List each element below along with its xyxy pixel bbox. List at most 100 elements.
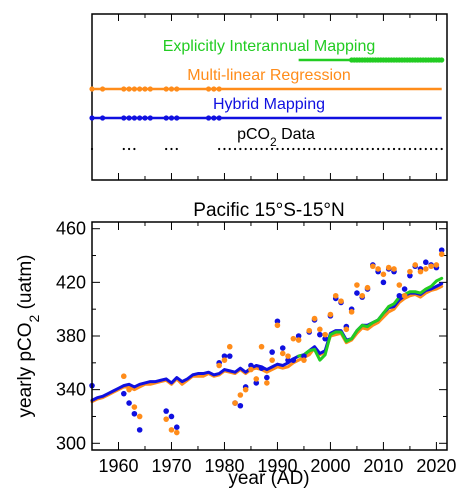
coverage-row-3-dot — [133, 147, 136, 151]
data-point-hybrid — [407, 272, 413, 279]
data-point-hybrid — [237, 402, 244, 409]
data-point-hybrid — [248, 362, 254, 369]
data-point-regression — [221, 357, 228, 363]
coverage-row-3-mark — [324, 147, 327, 151]
coverage-row-2-dot — [99, 115, 106, 121]
coverage-row-3-mark — [408, 147, 412, 151]
y-axis-label-sub: 2 — [26, 314, 42, 322]
data-point-regression — [343, 326, 350, 333]
data-point-hybrid — [354, 290, 360, 296]
data-point-regression — [327, 311, 334, 318]
legend-hybrid-label: Hybrid Mapping — [213, 96, 325, 113]
data-point-hybrid — [136, 427, 143, 433]
chart-title: Pacific 15°S-15°N — [193, 200, 344, 221]
data-point-hybrid — [258, 365, 265, 371]
legend-data-label-after: Data — [277, 126, 315, 143]
legend-data-label: pCO2 Data — [237, 126, 315, 149]
coverage-row-3-mark — [260, 147, 263, 151]
series-line-explicit — [297, 276, 444, 362]
data-point-regression — [226, 343, 233, 350]
data-point-hybrid — [168, 413, 175, 420]
x-tick-label: 1960 — [98, 456, 138, 476]
data-point-regression — [438, 251, 445, 257]
data-point-hybrid — [279, 345, 286, 351]
coverage-row-2-dot — [216, 115, 222, 121]
coverage-row-1-dot — [121, 86, 127, 92]
coverage-row-2-dot — [211, 115, 217, 121]
data-point-regression — [216, 362, 222, 369]
data-point-regression — [173, 429, 180, 436]
coverage-ticks — [91, 14, 437, 180]
data-point-regression — [322, 331, 328, 338]
data-point-regression — [428, 263, 434, 270]
coverage-row-3-mark — [403, 147, 406, 151]
y-tick-label: 340 — [56, 380, 86, 400]
data-point-regression — [385, 264, 392, 271]
data-point-hybrid — [163, 408, 169, 414]
data-point-regression — [370, 263, 376, 270]
coverage-labels: Explicitly Interannual Mapping Multi-lin… — [163, 38, 376, 149]
data-point-regression — [168, 427, 175, 433]
coverage-row-3-mark — [281, 147, 284, 151]
series-line-regression — [90, 284, 444, 404]
coverage-row-2-dot — [174, 115, 180, 121]
data-point-regression — [285, 353, 291, 359]
data-point-hybrid — [301, 353, 307, 359]
coverage-row-3-mark — [371, 147, 374, 151]
data-point-regression — [248, 366, 254, 373]
y-tick-labels: 300 340 380 420 460 — [56, 219, 86, 454]
coverage-row-3-mark — [355, 147, 359, 151]
data-point-regression — [264, 380, 270, 386]
data-point-regression — [364, 284, 371, 291]
coverage-row-1-dot — [142, 86, 148, 92]
legend-data-label-sub: 2 — [270, 135, 277, 149]
coverage-row-1-dot — [126, 86, 132, 92]
data-point-hybrid — [438, 247, 445, 253]
timeseries-points — [89, 247, 445, 436]
coverage-row-3-mark — [218, 147, 221, 151]
coverage-row-3-mark — [345, 147, 348, 151]
coverage-row-3-mark — [398, 147, 401, 151]
coverage-row-3-dot — [127, 147, 131, 151]
data-point-hybrid — [317, 331, 323, 338]
coverage-row-3-mark — [286, 147, 290, 151]
coverage-row-3-mark — [334, 147, 337, 151]
coverage-row-3-dot — [175, 147, 178, 151]
legend-data-label-main: pCO — [237, 126, 270, 143]
data-point-regression — [375, 266, 381, 272]
coverage-row-2-dot — [205, 115, 212, 121]
coverage-row-3-mark — [382, 147, 385, 151]
coverage-row-3-mark — [308, 147, 311, 151]
data-point-hybrid — [126, 400, 132, 406]
coverage-row-3-mark — [414, 147, 417, 151]
data-point-regression — [253, 376, 260, 382]
data-point-regression — [163, 416, 169, 422]
data-point-regression — [433, 262, 440, 268]
data-point-regression — [391, 266, 397, 272]
coverage-row-3-mark — [271, 147, 274, 151]
data-point-regression — [354, 282, 360, 288]
coverage-row-3-mark — [350, 147, 353, 151]
coverage-row-3-mark — [265, 147, 268, 151]
coverage-row-3-mark — [313, 147, 316, 151]
coverage-row-3-mark — [392, 147, 396, 151]
coverage-row-1-dot — [147, 86, 153, 92]
coverage-row-2-dot — [131, 115, 137, 121]
coverage-row-3-mark — [318, 147, 321, 151]
coverage-row-3-mark — [430, 147, 433, 151]
coverage-row-1-dot — [89, 86, 95, 92]
data-point-regression — [359, 292, 366, 299]
coverage-row-3-dot — [90, 147, 94, 151]
timeseries-panel: Pacific 15°S-15°N 1960 1970 1980 1990 2000 20… — [15, 200, 456, 488]
data-point-regression — [279, 350, 286, 357]
data-point-hybrid — [131, 410, 138, 417]
coverage-rows — [89, 57, 445, 151]
coverage-row-1-dot — [174, 86, 180, 92]
y-tick-label: 420 — [56, 272, 86, 292]
coverage-row-2-dot — [137, 115, 143, 121]
coverage-row-3-mark — [440, 147, 443, 151]
coverage-row-2-dot — [126, 115, 132, 121]
timeseries-lines — [90, 276, 444, 404]
data-point-regression — [407, 268, 413, 275]
coverage-row-3-mark — [419, 147, 422, 151]
